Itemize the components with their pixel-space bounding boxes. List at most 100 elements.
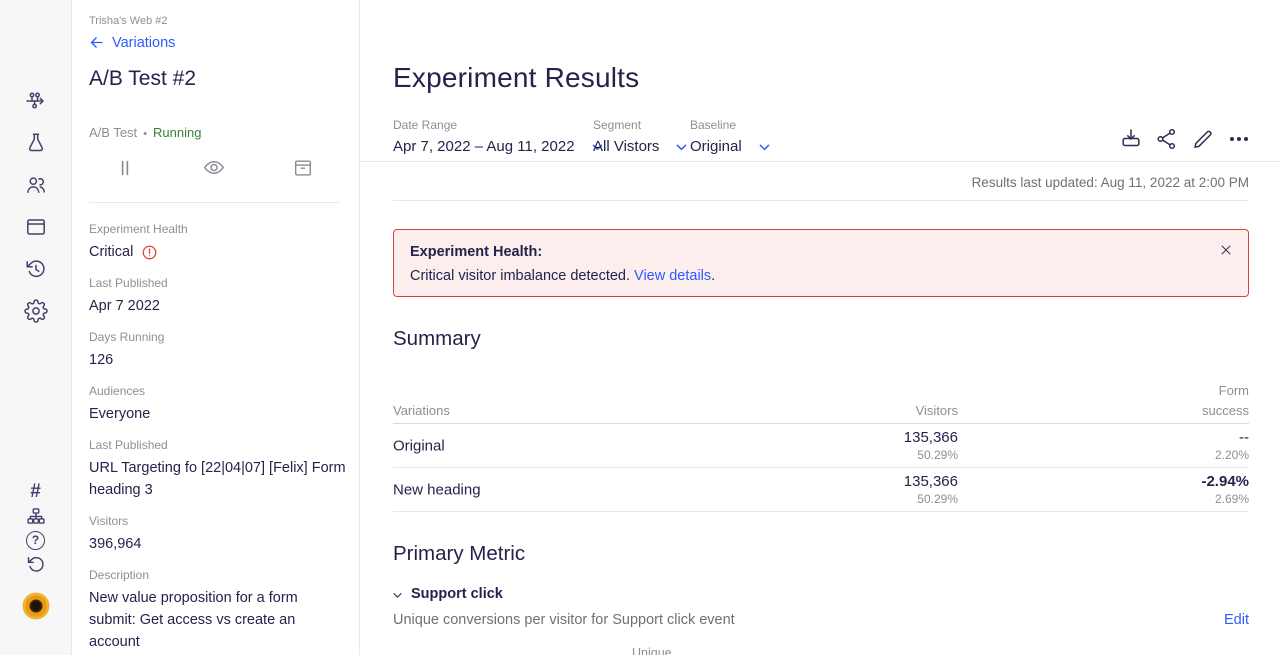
field-last-published: Last Published Apr 7 2022 [89, 275, 347, 317]
field-description: Description New value proposition for a … [89, 567, 347, 653]
field-label: Description [89, 568, 150, 582]
segment-dropdown[interactable]: Segment All Vistors [593, 118, 689, 157]
field-value: URL Targeting fo [22|04|07] [Felix] Form… [89, 460, 346, 498]
preview-eye-icon[interactable] [202, 156, 226, 180]
segment-value: All Vistors [593, 138, 660, 155]
back-link-label: Variations [112, 34, 176, 51]
variations-flow-icon[interactable] [24, 88, 48, 112]
experiment-health-alert: Experiment Health: Critical visitor imba… [393, 229, 1249, 297]
field-value: Everyone [89, 406, 151, 422]
page-title: Experiment Results [393, 62, 640, 93]
pause-icon[interactable] [113, 156, 137, 180]
field-label: Days Running [89, 330, 165, 344]
improvement-value: -- [1239, 428, 1249, 446]
experiment-title: A/B Test #2 [89, 67, 197, 90]
chevron-down-icon [391, 589, 404, 602]
field-label: Last Published [89, 438, 168, 452]
baseline-value: Original [690, 138, 742, 155]
results-action-bar [1119, 127, 1251, 151]
chevron-down-icon [590, 140, 605, 155]
field-label: Last Published [89, 276, 168, 290]
experiment-fields: Experiment Health Critical Last Publishe… [89, 221, 347, 665]
critical-alert-icon [141, 244, 158, 261]
variation-name: New heading [393, 481, 481, 498]
close-icon[interactable] [1218, 242, 1234, 258]
results-content: Results last updated: Aug 11, 2022 at 2:… [360, 162, 1280, 655]
chevron-down-icon [674, 140, 689, 155]
last-updated-text: Results last updated: Aug 11, 2022 at 2:… [971, 175, 1249, 190]
more-ellipsis-icon[interactable] [1227, 127, 1251, 151]
date-range-label: Date Range [393, 118, 458, 132]
audiences-people-icon[interactable] [24, 173, 48, 197]
improvement-value: -2.94% [1201, 472, 1249, 490]
field-audiences: Audiences Everyone [89, 383, 347, 425]
alert-message: Critical visitor imbalance detected. [410, 268, 631, 284]
download-icon[interactable] [1119, 127, 1143, 151]
edit-pencil-icon[interactable] [1191, 127, 1215, 151]
alert-message-suffix: . [711, 268, 716, 284]
view-details-link[interactable]: View details [634, 268, 712, 284]
column-header-form-success: Form success [1202, 383, 1249, 418]
field-label: Experiment Health [89, 222, 188, 236]
edit-metric-link[interactable]: Edit [1224, 612, 1249, 628]
chevron-down-icon [757, 140, 772, 155]
undo-icon[interactable] [26, 554, 46, 574]
settings-gear-icon[interactable] [23, 299, 48, 323]
field-days-running: Days Running 126 [89, 329, 347, 371]
metric-collapse-toggle[interactable]: Support click [391, 586, 503, 602]
date-range-dropdown[interactable]: Date Range Apr 7, 2022 – Aug 11, 2022 [393, 118, 605, 157]
baseline-dropdown[interactable]: Baseline Original [690, 118, 772, 157]
back-arrow-icon [88, 34, 105, 51]
experiment-action-bar [113, 156, 315, 180]
field-value: 396,964 [89, 536, 142, 552]
visitors-share: 50.29% [917, 447, 958, 462]
summary-heading: Summary [393, 327, 481, 350]
field-value: Critical [89, 244, 134, 260]
field-experiment-health: Experiment Health Critical [89, 221, 347, 263]
metric-name: Support click [411, 586, 503, 602]
variation-name: Original [393, 437, 445, 454]
experiment-detail-panel: Trisha's Web #2 Variations A/B Test #2 A… [72, 0, 360, 655]
archive-box-icon[interactable] [291, 156, 315, 180]
table-row: New heading 135,366 50.29% -2.94% 2.69% [393, 468, 1249, 512]
field-label: Audiences [89, 384, 146, 398]
segment-label: Segment [593, 118, 642, 132]
visitors-count: 135,366 [903, 428, 958, 446]
conversion-rate: 2.20% [1214, 447, 1249, 462]
table-row: Original 135,366 50.29% -- 2.20% [393, 424, 1249, 468]
panel-divider [89, 202, 339, 203]
sitemap-icon[interactable] [26, 506, 46, 526]
experiment-type-label: A/B Test [89, 125, 138, 140]
field-value: New value proposition for a form submit:… [89, 590, 298, 650]
app-navigation-rail: # ? [0, 0, 72, 655]
history-clock-icon[interactable] [24, 257, 48, 281]
hash-icon[interactable]: # [30, 480, 41, 502]
user-avatar[interactable] [22, 592, 49, 620]
pages-window-icon[interactable] [24, 215, 48, 239]
experiments-flask-icon[interactable] [24, 131, 48, 155]
field-value: 126 [89, 352, 114, 368]
metric-description: Unique conversions per visitor for Suppo… [393, 612, 735, 628]
status-separator: • [143, 128, 148, 140]
back-to-variations-link[interactable]: Variations [88, 34, 175, 51]
field-label: Visitors [89, 514, 129, 528]
column-header-variations: Variations [393, 403, 450, 418]
baseline-label: Baseline [690, 118, 737, 132]
status-badge: Running [153, 125, 202, 140]
share-icon[interactable] [1155, 127, 1179, 151]
date-range-value: Apr 7, 2022 – Aug 11, 2022 [393, 138, 575, 155]
visitors-share: 50.29% [917, 491, 958, 506]
project-name: Trisha's Web #2 [89, 15, 168, 27]
help-icon[interactable]: ? [26, 530, 46, 550]
alert-title: Experiment Health: [410, 244, 543, 260]
field-visitors: Visitors 396,964 [89, 513, 347, 555]
table-header-rule [393, 423, 1249, 424]
column-header-visitors: Visitors [915, 403, 958, 418]
results-header: Experiment Results Date Range Apr 7, 202… [360, 0, 1280, 162]
divider [393, 200, 1249, 201]
primary-metric-heading: Primary Metric [393, 542, 526, 565]
field-value: Apr 7 2022 [89, 298, 160, 314]
field-last-published-page: Last Published URL Targeting fo [22|04|0… [89, 437, 347, 501]
clipped-next-section-text: Unique [632, 646, 672, 655]
visitors-count: 135,366 [903, 472, 958, 490]
